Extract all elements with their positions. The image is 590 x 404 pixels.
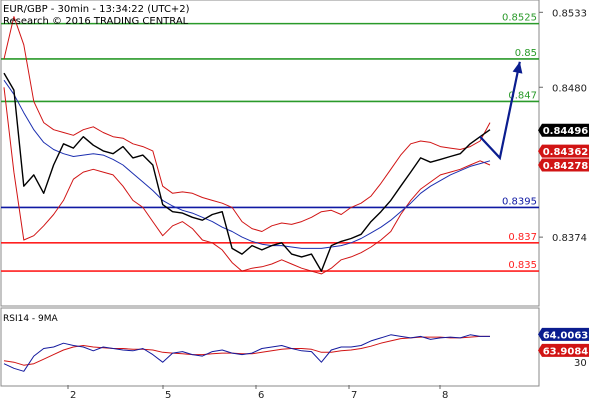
rsi-tag-label-1: 63.9084: [543, 346, 589, 357]
price-ytick-label-3: 0.8374: [552, 233, 587, 244]
rsi-series: [3, 334, 490, 372]
xtick-label-2: 6: [258, 390, 264, 400]
price-tags: 0.84496 0.84362 0.84278 64.0063 63.9084: [538, 123, 589, 357]
price-panel-frame: [0, 0, 540, 307]
level-label-2: 0.847: [508, 90, 537, 101]
forecast-path: [479, 61, 521, 161]
level-label-4: 0.837: [508, 232, 537, 243]
price-tag-bg-0: [538, 123, 589, 137]
price-tag-label-1: 0.84362: [543, 147, 589, 158]
close-price-line: [3, 72, 491, 272]
level-label-0: 0.8525: [502, 13, 537, 24]
xtick-label-3: 7: [351, 390, 357, 400]
rsi-title: RSI14 - 9MA: [3, 314, 59, 324]
rsi-tag-bg-1: [538, 343, 589, 357]
level-label-3: 0.8395: [502, 196, 537, 207]
level-label-1: 0.85: [515, 48, 537, 59]
price-tag-label-0: 0.84496: [543, 126, 589, 137]
bollinger-bands: [3, 16, 491, 275]
level-label-5: 0.835: [508, 260, 537, 271]
forecast-arrowhead: [512, 61, 523, 74]
chart-title: EUR/GBP - 30min - 13:34:22 (UTC+2): [3, 4, 190, 15]
xtick-label-4: 8: [442, 390, 448, 400]
price-ytick-label-1: 0.8480: [552, 83, 587, 94]
bollinger-upper-line: [3, 16, 491, 232]
moving-average-series: [3, 79, 491, 249]
rsi-tag-label-0: 64.0063: [543, 330, 589, 341]
price-tag-bg-1: [538, 144, 589, 158]
rsi-tag-bg-0: [538, 327, 589, 341]
xtick-label-0: 2: [70, 390, 76, 400]
rsi-ytick-label-1: 30: [574, 358, 587, 369]
forecast-arrow: [479, 61, 523, 161]
moving-average-line: [3, 79, 491, 249]
price-series: [3, 72, 491, 272]
xtick-label-1: 5: [165, 390, 171, 400]
chart-subtitle: Research © 2016 TRADING CENTRAL: [3, 16, 189, 27]
rsi-line: [3, 334, 490, 372]
bollinger-lower-line: [3, 87, 491, 275]
price-ytick-label-0: 0.8533: [552, 8, 587, 19]
price-tag-bg-2: [538, 158, 589, 172]
level-lines: 0.8525 0.85 0.847 0.8395 0.837 0.835: [1, 13, 539, 272]
rsi-panel-frame: [0, 307, 540, 387]
price-tag-label-2: 0.84278: [543, 161, 589, 172]
